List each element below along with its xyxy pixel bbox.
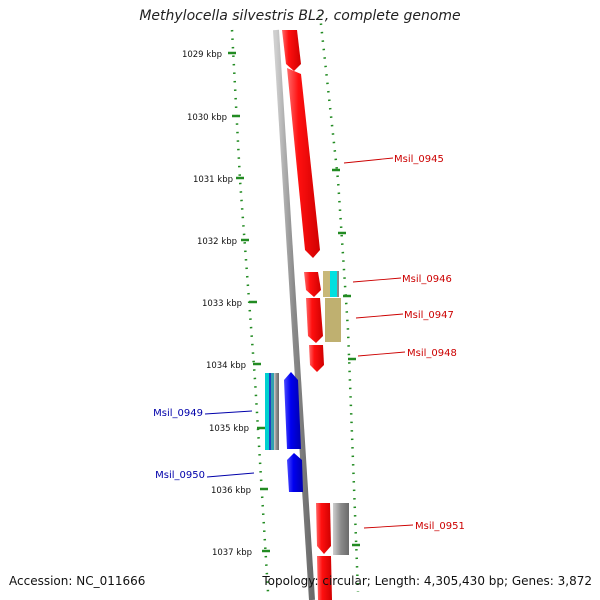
gene-label-msil-0947[interactable]: Msil_0947 <box>404 310 454 321</box>
tick-label: 1036 kbp <box>211 486 251 496</box>
feature-cyan-0946[interactable] <box>330 271 337 297</box>
feature-tan-0946[interactable] <box>323 271 330 297</box>
feature-tan-0947[interactable] <box>325 298 341 342</box>
tick-label: 1033 kbp <box>202 299 242 309</box>
gene-cds-msil-0945[interactable] <box>287 68 320 258</box>
feature-cyan-0949[interactable] <box>265 373 269 450</box>
gene-label-msil-0948[interactable]: Msil_0948 <box>407 348 457 359</box>
genome-backbone <box>273 29 315 600</box>
accession-label: Accession: NC_011666 <box>9 574 146 588</box>
tick-label: 1030 kbp <box>187 113 227 123</box>
tick-label: 1037 kbp <box>212 548 252 558</box>
tick-label: 1029 kbp <box>182 50 222 60</box>
gene-label-msil-0945[interactable]: Msil_0945 <box>394 154 444 165</box>
tick-label: 1031 kbp <box>193 175 233 185</box>
feature-blue-0949[interactable] <box>269 373 271 450</box>
reverse-strand-genes <box>265 372 303 492</box>
feature-gray-0951[interactable] <box>333 503 349 555</box>
feature-gray-0949[interactable] <box>274 373 279 450</box>
gene-cds-msil-0949[interactable] <box>284 372 301 449</box>
gene-cds-msil-0946[interactable] <box>304 272 321 297</box>
gene-label-msil-0950[interactable]: Msil_0950 <box>155 470 205 481</box>
label-leaders <box>204 157 414 529</box>
gene-label-msil-0946[interactable]: Msil_0946 <box>402 274 452 285</box>
genome-summary: Topology: circular; Length: 4,305,430 bp… <box>262 574 592 588</box>
tick-label: 1032 kbp <box>197 237 237 247</box>
tick-marks <box>228 51 270 553</box>
gene-labels: Msil_0945 Msil_0946 Msil_0947 Msil_0948 … <box>153 154 465 532</box>
tick-labels: 1029 kbp 1030 kbp 1031 kbp 1032 kbp 1033… <box>182 50 252 558</box>
gene-cds-msil-0951[interactable] <box>316 503 331 554</box>
gene-cds-msil-0947[interactable] <box>306 298 323 343</box>
gene-label-msil-0951[interactable]: Msil_0951 <box>415 521 465 532</box>
feature-gray-0946[interactable] <box>337 271 339 297</box>
tick-label: 1034 kbp <box>206 361 246 371</box>
gene-cds-upstream[interactable] <box>282 30 301 71</box>
gene-cds-downstream[interactable] <box>317 556 332 600</box>
forward-strand-genes <box>282 30 332 600</box>
tick-marks-right <box>332 168 360 547</box>
feature-teal-0949[interactable] <box>271 373 274 450</box>
gene-cds-msil-0948[interactable] <box>309 345 324 372</box>
feature-boxes <box>323 271 349 555</box>
map-title: Methylocella silvestris BL2, complete ge… <box>139 8 461 24</box>
tick-label: 1035 kbp <box>209 424 249 434</box>
gc-content-track-left <box>230 29 270 593</box>
gene-label-msil-0949[interactable]: Msil_0949 <box>153 408 203 419</box>
gene-cds-msil-0950[interactable] <box>287 453 303 492</box>
